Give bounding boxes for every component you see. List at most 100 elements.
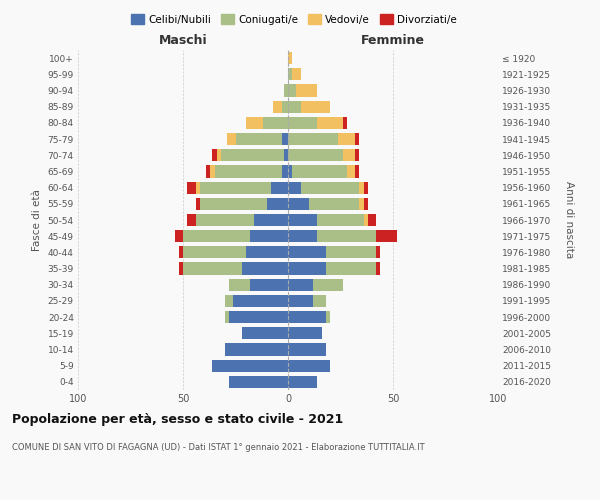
Bar [212,360,288,372]
Bar [364,182,368,194]
Bar [292,68,301,80]
Bar [212,149,217,162]
Bar [359,182,364,194]
Bar [183,262,242,274]
Bar [183,230,250,242]
Bar [364,198,368,210]
Bar [217,149,221,162]
Bar [233,295,288,307]
Bar [288,117,317,129]
Bar [288,278,313,291]
Bar [263,117,288,129]
Bar [317,230,376,242]
Y-axis label: Anni di nascita: Anni di nascita [563,182,574,258]
Bar [196,182,200,194]
Bar [288,246,326,258]
Bar [284,149,288,162]
Bar [368,214,376,226]
Bar [200,182,271,194]
Bar [267,198,288,210]
Bar [242,262,288,274]
Bar [343,117,347,129]
Bar [288,230,317,242]
Bar [227,133,235,145]
Bar [296,84,317,96]
Bar [359,198,364,210]
Bar [235,133,282,145]
Bar [338,133,355,145]
Bar [221,149,284,162]
Bar [288,376,317,388]
Bar [246,117,263,129]
Bar [200,198,267,210]
Text: Popolazione per età, sesso e stato civile - 2021: Popolazione per età, sesso e stato civil… [12,412,343,426]
Bar [347,166,355,177]
Bar [301,182,359,194]
Bar [288,100,301,112]
Bar [254,214,288,226]
Bar [225,295,233,307]
Bar [196,198,200,210]
Bar [355,133,359,145]
Bar [179,262,183,274]
Bar [326,262,376,274]
Bar [288,133,338,145]
Bar [376,262,380,274]
Bar [225,344,288,355]
Bar [317,117,343,129]
Bar [246,246,288,258]
Bar [250,230,288,242]
Bar [288,295,313,307]
Bar [313,278,343,291]
Bar [288,52,292,64]
Bar [292,166,347,177]
Bar [271,182,288,194]
Bar [326,246,376,258]
Bar [288,68,292,80]
Bar [250,278,288,291]
Bar [288,182,301,194]
Bar [225,311,229,323]
Bar [242,328,288,340]
Text: Maschi: Maschi [158,34,208,47]
Bar [355,166,359,177]
Bar [288,311,326,323]
Text: Femmine: Femmine [361,34,425,47]
Bar [309,198,359,210]
Bar [187,214,196,226]
Bar [326,311,330,323]
Bar [301,100,330,112]
Bar [288,214,317,226]
Bar [187,182,196,194]
Bar [288,328,322,340]
Bar [288,149,343,162]
Bar [196,214,254,226]
Bar [343,149,355,162]
Bar [288,360,330,372]
Text: COMUNE DI SAN VITO DI FAGAGNA (UD) - Dati ISTAT 1° gennaio 2021 - Elaborazione T: COMUNE DI SAN VITO DI FAGAGNA (UD) - Dat… [12,442,425,452]
Bar [376,230,397,242]
Bar [183,246,246,258]
Bar [288,262,326,274]
Legend: Celibi/Nubili, Coniugati/e, Vedovi/e, Divorziati/e: Celibi/Nubili, Coniugati/e, Vedovi/e, Di… [127,10,461,29]
Bar [317,214,364,226]
Bar [229,376,288,388]
Bar [288,166,292,177]
Bar [211,166,215,177]
Bar [274,100,282,112]
Bar [206,166,210,177]
Bar [288,344,326,355]
Bar [179,246,183,258]
Bar [229,278,250,291]
Bar [364,214,368,226]
Bar [175,230,183,242]
Bar [215,166,282,177]
Bar [288,198,309,210]
Bar [229,311,288,323]
Bar [355,149,359,162]
Bar [282,166,288,177]
Bar [284,84,288,96]
Bar [282,133,288,145]
Y-axis label: Fasce di età: Fasce di età [32,189,42,251]
Bar [313,295,326,307]
